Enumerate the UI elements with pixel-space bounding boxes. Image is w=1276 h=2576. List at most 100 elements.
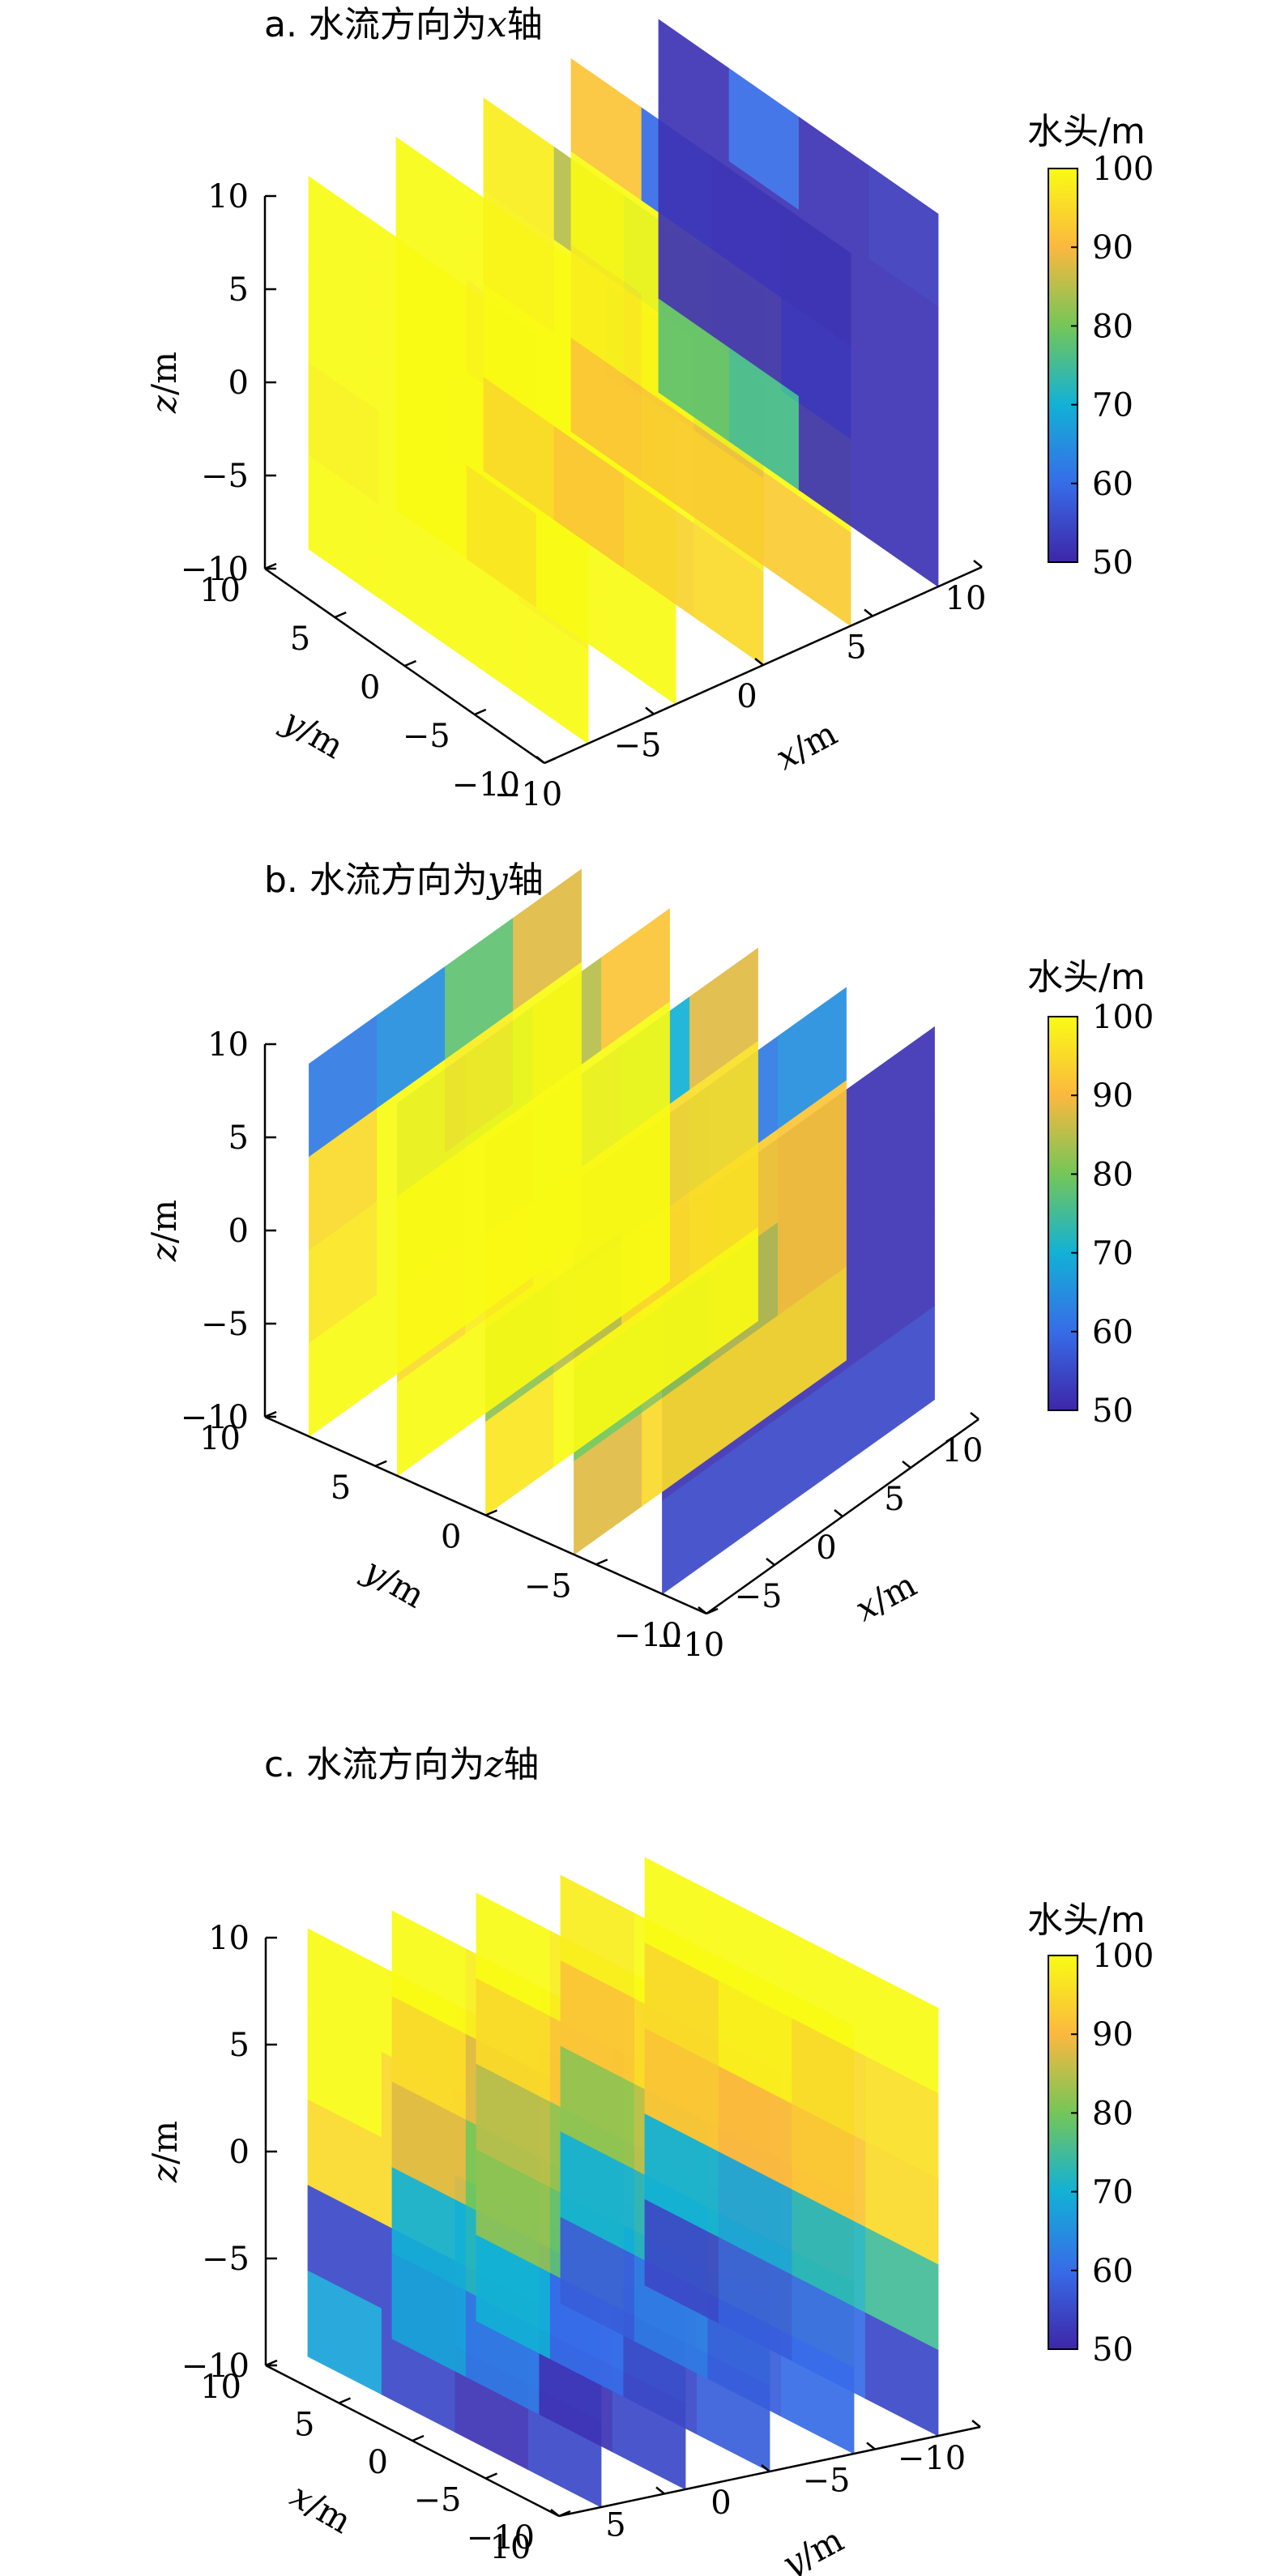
y-tick-label: −5 [524, 1567, 572, 1605]
x-tick [834, 1509, 843, 1517]
z-tick-label: 10 [207, 178, 249, 215]
y-tick [374, 1460, 387, 1467]
colorbar-tick-label: 70 [1092, 1235, 1133, 1273]
colorbar-tick-label: 90 [1092, 229, 1133, 267]
slice-cell [866, 1305, 935, 1449]
slice-cell [308, 455, 379, 599]
colorbar-tick-label: 100 [1092, 999, 1154, 1036]
x-tick [902, 1461, 911, 1469]
slice-cell [658, 298, 729, 441]
x-tick [761, 2464, 770, 2472]
y-tick-label: 5 [331, 1469, 351, 1507]
slice-cell [570, 337, 642, 481]
z-tick-label: 10 [207, 1026, 249, 1064]
chart-title: b. 水流方向为y轴 [264, 859, 544, 901]
x-tick-label: 0 [736, 678, 757, 715]
chart-title: c. 水流方向为z轴 [264, 1744, 540, 1785]
slice-cell [395, 416, 467, 560]
colorbar-title: 水头/m [1027, 1900, 1146, 1941]
y-axis-label: y/m [356, 1549, 432, 1615]
x-tick [973, 560, 983, 568]
z-axis-label: z/m [145, 2121, 185, 2183]
x-axis-label: x/m [769, 713, 843, 778]
y-tick [485, 2472, 497, 2480]
z-tick-label: −10 [181, 551, 249, 588]
x-tick-label: −5 [614, 727, 662, 765]
y-axis-label: x/m [284, 2476, 358, 2541]
colorbar-tick-label: 80 [1092, 308, 1133, 345]
z-tick-label: 10 [208, 1920, 250, 1957]
colorbar [1048, 168, 1078, 563]
colorbar [1048, 1955, 1078, 2350]
colorbar-tick-label: 90 [1092, 1077, 1133, 1115]
slice-cell [391, 2252, 466, 2378]
z-tick-label: 5 [228, 1120, 249, 1157]
y-tick-label: −10 [467, 2519, 535, 2557]
x-tick [971, 2420, 981, 2428]
axes [263, 194, 983, 765]
colorbar-title: 水头/m [1027, 111, 1146, 152]
slice-cell [644, 2199, 719, 2324]
z-tick-label: 0 [229, 2134, 250, 2171]
chart-panel-c: c. 水流方向为z轴 水头/m 10 5 0 −5 −10 10 5 0 −5 −10 10 5 0 −5… [0, 1735, 1276, 2576]
z-tick-label: −5 [202, 2241, 250, 2278]
y-axis-label: y/m [275, 700, 351, 766]
y-tick-label: −5 [414, 2482, 462, 2519]
y-tick-label: 0 [368, 2444, 388, 2481]
x-tick-label: 10 [945, 580, 987, 617]
colorbar-tick-label: 70 [1092, 2174, 1133, 2211]
y-tick-label: −10 [614, 1617, 682, 1654]
colorbar-tick-label: 50 [1092, 2331, 1133, 2369]
x-tick [536, 756, 545, 764]
slice-cell [513, 1148, 582, 1292]
x-tick [766, 1558, 775, 1566]
x-tick-label: 0 [711, 2484, 731, 2522]
colorbar-title: 水头/m [1027, 957, 1146, 998]
colorbar-tick-label: 60 [1092, 466, 1133, 503]
x-tick-label: 5 [846, 629, 866, 667]
x-tick-label: 5 [884, 1481, 904, 1518]
axes [264, 1936, 981, 2518]
y-tick-label: −5 [403, 718, 450, 755]
y-tick-label: 0 [360, 669, 380, 706]
colorbar-tick-label: 50 [1092, 544, 1133, 582]
z-tick-label: 0 [228, 1213, 249, 1250]
chart-title: a. 水流方向为x轴 [264, 4, 543, 45]
slice-group [309, 868, 935, 1595]
y-tick [706, 1607, 719, 1615]
z-tick-label: −10 [181, 1399, 249, 1436]
chart-panel-a: a. 水流方向为x轴 水头/m −10 −5 0 5 10 10 5 0 −5 −10 10 5 0 −5… [0, 0, 1276, 841]
y-tick [595, 1559, 608, 1566]
colorbar-tick-label: 70 [1092, 387, 1133, 424]
y-tick-label: 5 [294, 2407, 314, 2444]
y-tick [544, 757, 557, 765]
slice-5 [658, 19, 939, 587]
x-tick-label: −5 [803, 2463, 851, 2500]
slice-cell [689, 1226, 758, 1371]
colorbar-tick-label: 60 [1092, 2253, 1133, 2290]
colorbar [1048, 1016, 1078, 1411]
chart-canvas: −10−505101050−5−101050−5−10x/my/mz/m1009… [144, 868, 1154, 1664]
x-tick-label: −10 [898, 2440, 966, 2477]
slice-group [308, 19, 939, 744]
slice-cell [483, 377, 554, 520]
colorbar-tick-label: 60 [1092, 1314, 1133, 1351]
x-tick [655, 2486, 665, 2495]
slice-cell [560, 2216, 634, 2342]
chart-panel-b: b. 水流方向为y轴 水头/m −10 −5 0 5 10 10 5 0 −5 −10 10 5 0 −5… [0, 851, 1276, 1691]
axes [263, 1043, 979, 1615]
colorbar-tick-label: 90 [1092, 2016, 1133, 2054]
y-tick-label: 0 [441, 1519, 461, 1556]
y-tick-label: −10 [452, 766, 520, 804]
y-tick [339, 2397, 351, 2404]
x-tick-label: 0 [816, 1529, 836, 1567]
slice-5 [644, 1857, 939, 2437]
chart-canvas: 1050−5−101050−5−101050−5−10y/mx/mz/m1009… [145, 1857, 1154, 2576]
x-tick [970, 1412, 979, 1420]
y-tick [485, 1509, 497, 1516]
y-tick [412, 2434, 425, 2442]
colorbar-tick-label: 100 [1092, 151, 1154, 188]
x-tick [550, 2509, 560, 2517]
z-tick-label: 5 [229, 2027, 250, 2064]
slice-cell [476, 2234, 550, 2360]
